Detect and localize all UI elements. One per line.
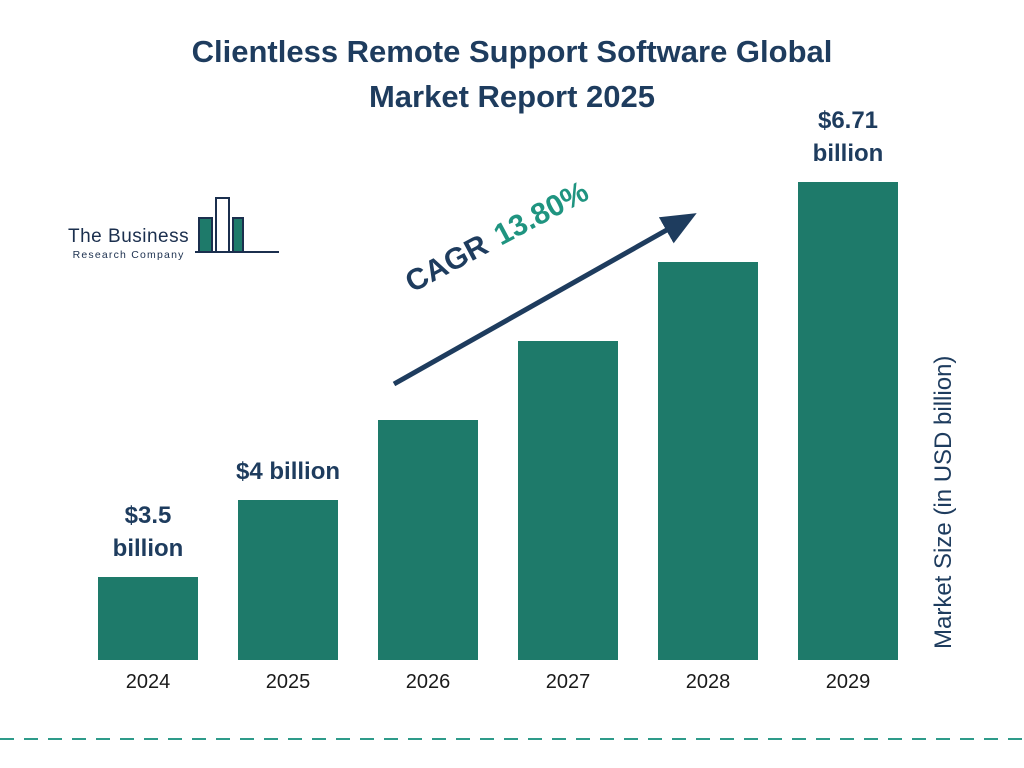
- bar-2024: [98, 577, 198, 660]
- page-title: Clientless Remote Support Software Globa…: [0, 30, 1024, 120]
- x-axis-tick-2026: 2026: [405, 671, 451, 693]
- bar-2027: [518, 341, 618, 660]
- bar-2025: [238, 500, 338, 660]
- bar-column-2024: $3.5 billion 2024: [98, 500, 198, 695]
- bar-column-2025: $4 billion 2025: [236, 456, 341, 695]
- logo-name: The Business: [68, 226, 190, 247]
- company-logo: The Business Research Company: [68, 192, 281, 261]
- bar-2029: [798, 182, 898, 660]
- bar-value-label-2025: $4 billion: [236, 457, 341, 485]
- page-title-line-1: Clientless Remote Support Software Globa…: [191, 34, 833, 69]
- x-axis-tick-2024: 2024: [125, 671, 171, 693]
- cagr-arrow-icon: [388, 198, 710, 390]
- bar-column-2026: 2026: [378, 420, 478, 695]
- bar-column-2029: $6.71 billion 2029: [798, 105, 898, 695]
- page-title-line-2: Market Report 2025: [368, 78, 655, 114]
- bar-value-label-2024: $3.5 billion: [112, 502, 184, 562]
- x-axis-tick-2028: 2028: [685, 671, 731, 693]
- company-logo-text: The Business Research Company: [68, 226, 189, 261]
- bar-column-2027: 2027: [518, 341, 618, 695]
- logo-bars-icon: [195, 192, 281, 261]
- bar-2028: [658, 262, 758, 660]
- bar-2026: [378, 420, 478, 660]
- bar-column-2028: 2028: [658, 262, 758, 695]
- logo-subtitle: Research Company: [72, 249, 185, 261]
- bar-value-label-2029: $6.71 billion: [812, 107, 884, 167]
- y-axis-label: Market Size (in USD billion): [930, 355, 957, 650]
- bottom-dashed-divider: [0, 738, 1024, 740]
- x-axis-tick-2025: 2025: [265, 671, 311, 693]
- x-axis-tick-2029: 2029: [825, 671, 871, 693]
- bar-chart: $3.5 billion 2024 $4 billion 2025 2026 2027 202…: [98, 100, 898, 695]
- x-axis-tick-2027: 2027: [545, 671, 591, 693]
